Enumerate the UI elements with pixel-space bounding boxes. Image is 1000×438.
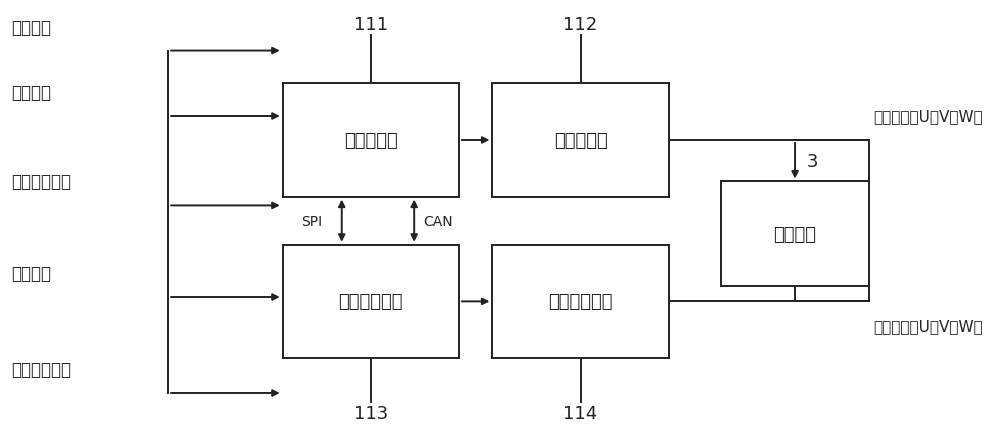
Text: 转向电机: 转向电机 xyxy=(774,225,817,243)
Text: 主驱动单元: 主驱动单元 xyxy=(554,132,607,150)
Text: 111: 111 xyxy=(354,16,388,34)
FancyBboxPatch shape xyxy=(492,245,669,358)
Text: 113: 113 xyxy=(354,404,388,422)
Text: 三相驱动（U、V、W）: 三相驱动（U、V、W） xyxy=(874,318,983,333)
FancyBboxPatch shape xyxy=(283,84,459,197)
FancyBboxPatch shape xyxy=(721,182,869,286)
Text: 车辆状态信号: 车辆状态信号 xyxy=(11,360,71,378)
FancyBboxPatch shape xyxy=(492,84,669,197)
Text: 三相驱动（U、V、W）: 三相驱动（U、V、W） xyxy=(874,109,983,124)
Text: 轮速信号: 轮速信号 xyxy=(11,265,51,283)
Text: SPI: SPI xyxy=(302,214,323,228)
Text: 扭矩信号: 扭矩信号 xyxy=(11,84,51,102)
Text: 114: 114 xyxy=(563,404,598,422)
Text: 冗余控制单元: 冗余控制单元 xyxy=(339,293,403,311)
Text: 转角信号: 转角信号 xyxy=(11,18,51,36)
Text: 112: 112 xyxy=(563,16,598,34)
Text: 回正力矩信号: 回正力矩信号 xyxy=(11,173,71,191)
Text: 3: 3 xyxy=(806,152,818,170)
FancyBboxPatch shape xyxy=(283,245,459,358)
Text: CAN: CAN xyxy=(424,214,453,228)
Text: 主控制单元: 主控制单元 xyxy=(344,132,398,150)
Text: 冗余驱动单元: 冗余驱动单元 xyxy=(548,293,613,311)
